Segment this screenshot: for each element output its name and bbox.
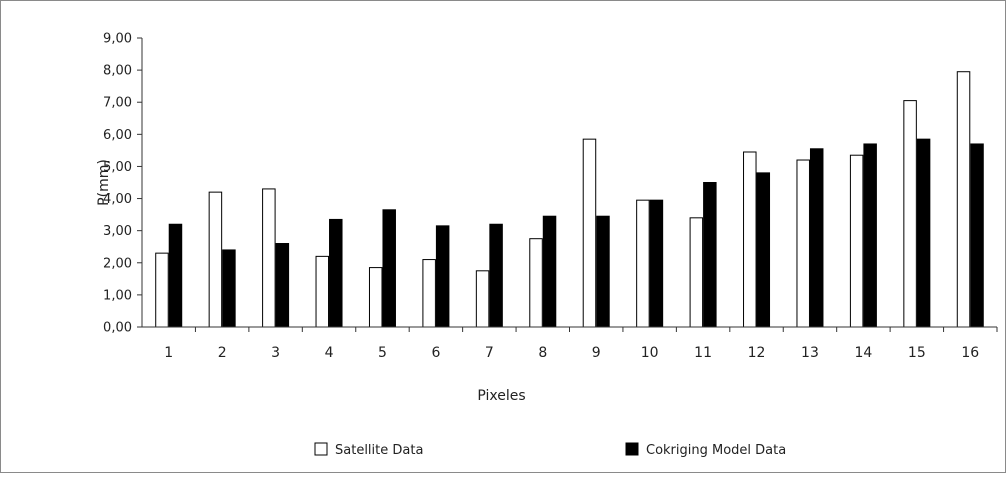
bar-satellite [422,259,436,328]
bar-satellite [368,267,383,328]
bar-cokriging [863,143,877,328]
x-tick-label: 6 [431,345,440,361]
y-tick-label: 3,00 [103,224,132,239]
x-tick-label: 12 [748,345,766,361]
bar-satellite [208,191,223,328]
bar-satellite [582,138,597,328]
bar-cokriging [329,218,343,328]
x-tick-label: 1 [164,345,173,361]
y-axis-title: P(mm) [96,159,112,206]
x-axis-title: Pixeles [477,388,525,404]
y-tick-label: 0,00 [103,321,132,336]
legend-swatch-cokriging [625,442,639,456]
bar-satellite [315,255,330,328]
bar-satellite [689,217,704,328]
bar-cokriging [542,215,557,328]
y-tick-label: 8,00 [103,64,132,79]
bar-cokriging [703,182,717,328]
bar-satellite [262,188,276,328]
bar-cokriging [168,223,183,328]
bar-cokriging [222,249,236,328]
bar-satellite [796,159,810,328]
y-tick-label: 9,00 [103,32,132,47]
bars-group [155,71,984,328]
x-tick-label: 4 [325,345,334,361]
x-tick-label: 5 [378,345,387,361]
y-tick-label: 5,00 [103,160,132,175]
bar-cokriging [756,172,771,328]
bar-satellite [743,151,757,328]
bar-satellite [849,154,864,328]
bar-satellite [475,270,490,328]
bar-satellite [903,100,917,328]
legend: Satellite Data Cokriging Model Data [314,442,786,458]
y-tick-label: 6,00 [103,128,132,143]
x-tick-label: 7 [485,345,494,361]
x-tick-label: 3 [271,345,280,361]
bar-cokriging [489,223,503,328]
x-tick-label: 15 [908,345,926,361]
bar-cokriging [970,143,984,328]
y-tick-label: 7,00 [103,96,132,111]
x-tick-label: 8 [538,345,547,361]
legend-label-cokriging: Cokriging Model Data [646,443,786,458]
x-axis-ticks: 1 2 3 4 5 6 7 8 9 10 11 12 13 14 15 16 [164,327,998,361]
x-tick-label: 13 [801,345,819,361]
bar-cokriging [649,199,664,328]
bar-cokriging [275,243,290,328]
x-tick-label: 16 [961,345,979,361]
y-tick-label: 4,00 [103,192,132,207]
x-tick-label: 9 [592,345,601,361]
bar-cokriging [916,138,931,328]
bar-cokriging [382,209,396,328]
bar-satellite [155,252,169,328]
y-tick-label: 1,00 [103,288,132,303]
x-tick-label: 14 [854,345,872,361]
bar-cokriging [435,225,450,328]
bar-satellite [529,238,543,328]
legend-swatch-satellite [314,442,328,456]
y-axis-ticks: 0,00 1,00 2,00 3,00 4,00 5,00 6,00 7,00 8,00 9,00 [103,32,142,336]
bar-satellite [636,199,650,328]
x-tick-label: 10 [641,345,659,361]
bar-satellite [956,71,971,328]
bar-cokriging [596,215,610,328]
legend-label-satellite: Satellite Data [335,443,423,458]
y-tick-label: 2,00 [103,256,132,271]
bar-cokriging [809,148,824,328]
x-tick-label: 11 [694,345,712,361]
x-tick-label: 2 [218,345,227,361]
